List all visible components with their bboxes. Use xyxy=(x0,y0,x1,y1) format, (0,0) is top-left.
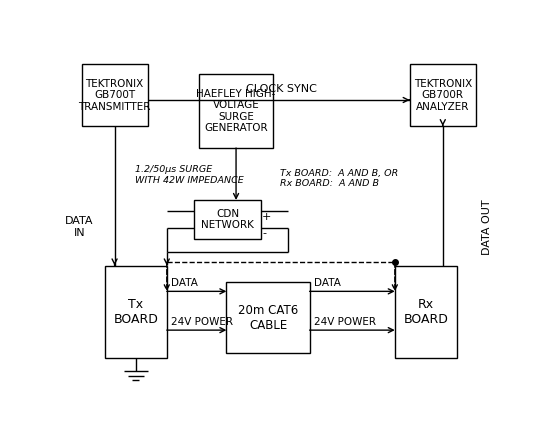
Bar xyxy=(395,266,456,358)
Text: Rx
BOARD: Rx BOARD xyxy=(403,298,448,326)
Text: Tx
BOARD: Tx BOARD xyxy=(113,298,158,326)
Bar xyxy=(81,64,147,126)
Bar xyxy=(195,200,261,238)
Bar xyxy=(199,74,273,148)
Text: DATA: DATA xyxy=(314,278,340,288)
Bar xyxy=(410,64,476,126)
Text: 24V POWER: 24V POWER xyxy=(314,317,376,327)
Text: +: + xyxy=(262,212,272,222)
Text: CDN
NETWORK: CDN NETWORK xyxy=(201,208,254,230)
Text: -: - xyxy=(262,228,266,238)
Text: TEKTRONIX
GB700T
TRANSMITTER: TEKTRONIX GB700T TRANSMITTER xyxy=(79,78,151,112)
Text: 1.2/50μs SURGE
WITH 42W IMPEDANCE: 1.2/50μs SURGE WITH 42W IMPEDANCE xyxy=(135,165,244,184)
Text: CLOCK SYNC: CLOCK SYNC xyxy=(246,84,317,94)
Text: 20m CAT6
CABLE: 20m CAT6 CABLE xyxy=(238,303,298,331)
Text: 24V POWER: 24V POWER xyxy=(171,317,233,327)
Text: DATA
IN: DATA IN xyxy=(65,216,94,238)
Text: HAEFLEY HIGH-
VOLTAGE
SURGE
GENERATOR: HAEFLEY HIGH- VOLTAGE SURGE GENERATOR xyxy=(196,89,276,133)
Bar xyxy=(105,266,167,358)
Text: Tx BOARD:  A AND B, OR
Rx BOARD:  A AND B: Tx BOARD: A AND B, OR Rx BOARD: A AND B xyxy=(280,169,398,188)
Text: DATA OUT: DATA OUT xyxy=(482,199,492,255)
Text: TEKTRONIX
GB700R
ANALYZER: TEKTRONIX GB700R ANALYZER xyxy=(414,78,472,112)
Text: DATA: DATA xyxy=(171,278,198,288)
Bar xyxy=(227,282,310,353)
